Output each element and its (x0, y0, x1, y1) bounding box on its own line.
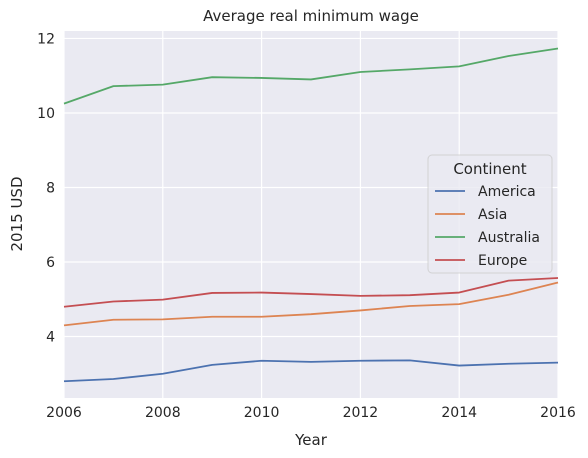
chart-title: Average real minimum wage (203, 7, 419, 25)
legend-items: America Asia Australia Europe (435, 184, 540, 269)
legend-label-australia: Australia (478, 230, 540, 246)
legend-box (427, 154, 553, 274)
series-lines (63, 47, 559, 383)
x-tick-label: 2008 (145, 405, 181, 421)
y-tick-labels: 4 6 8 10 12 (37, 31, 55, 345)
y-tick-label: 8 (46, 180, 55, 196)
y-axis-label: 2015 USD (8, 177, 26, 252)
legend: Continent America Asia Australia Europe (427, 154, 553, 274)
series-line-europe (63, 277, 559, 308)
legend-title: Continent (453, 160, 526, 178)
legend-label-europe: Europe (478, 253, 527, 269)
series-line-australia (63, 47, 559, 105)
x-tick-label: 2012 (343, 405, 379, 421)
series-line-america (63, 359, 559, 383)
x-tick-label: 2006 (46, 405, 82, 421)
x-tick-labels: 2006 2008 2010 2012 2014 2016 (46, 405, 576, 421)
y-tick-label: 12 (37, 31, 55, 47)
series-line-asia (63, 281, 559, 327)
x-tick-label: 2010 (244, 405, 280, 421)
x-tick-label: 2016 (540, 405, 576, 421)
y-tick-label: 4 (46, 330, 55, 346)
legend-label-america: America (478, 184, 536, 200)
y-tick-label: 10 (37, 106, 55, 122)
legend-label-asia: Asia (478, 207, 507, 223)
x-tick-label: 2014 (441, 405, 477, 421)
x-axis-label: Year (294, 431, 328, 449)
y-tick-label: 6 (46, 255, 55, 271)
